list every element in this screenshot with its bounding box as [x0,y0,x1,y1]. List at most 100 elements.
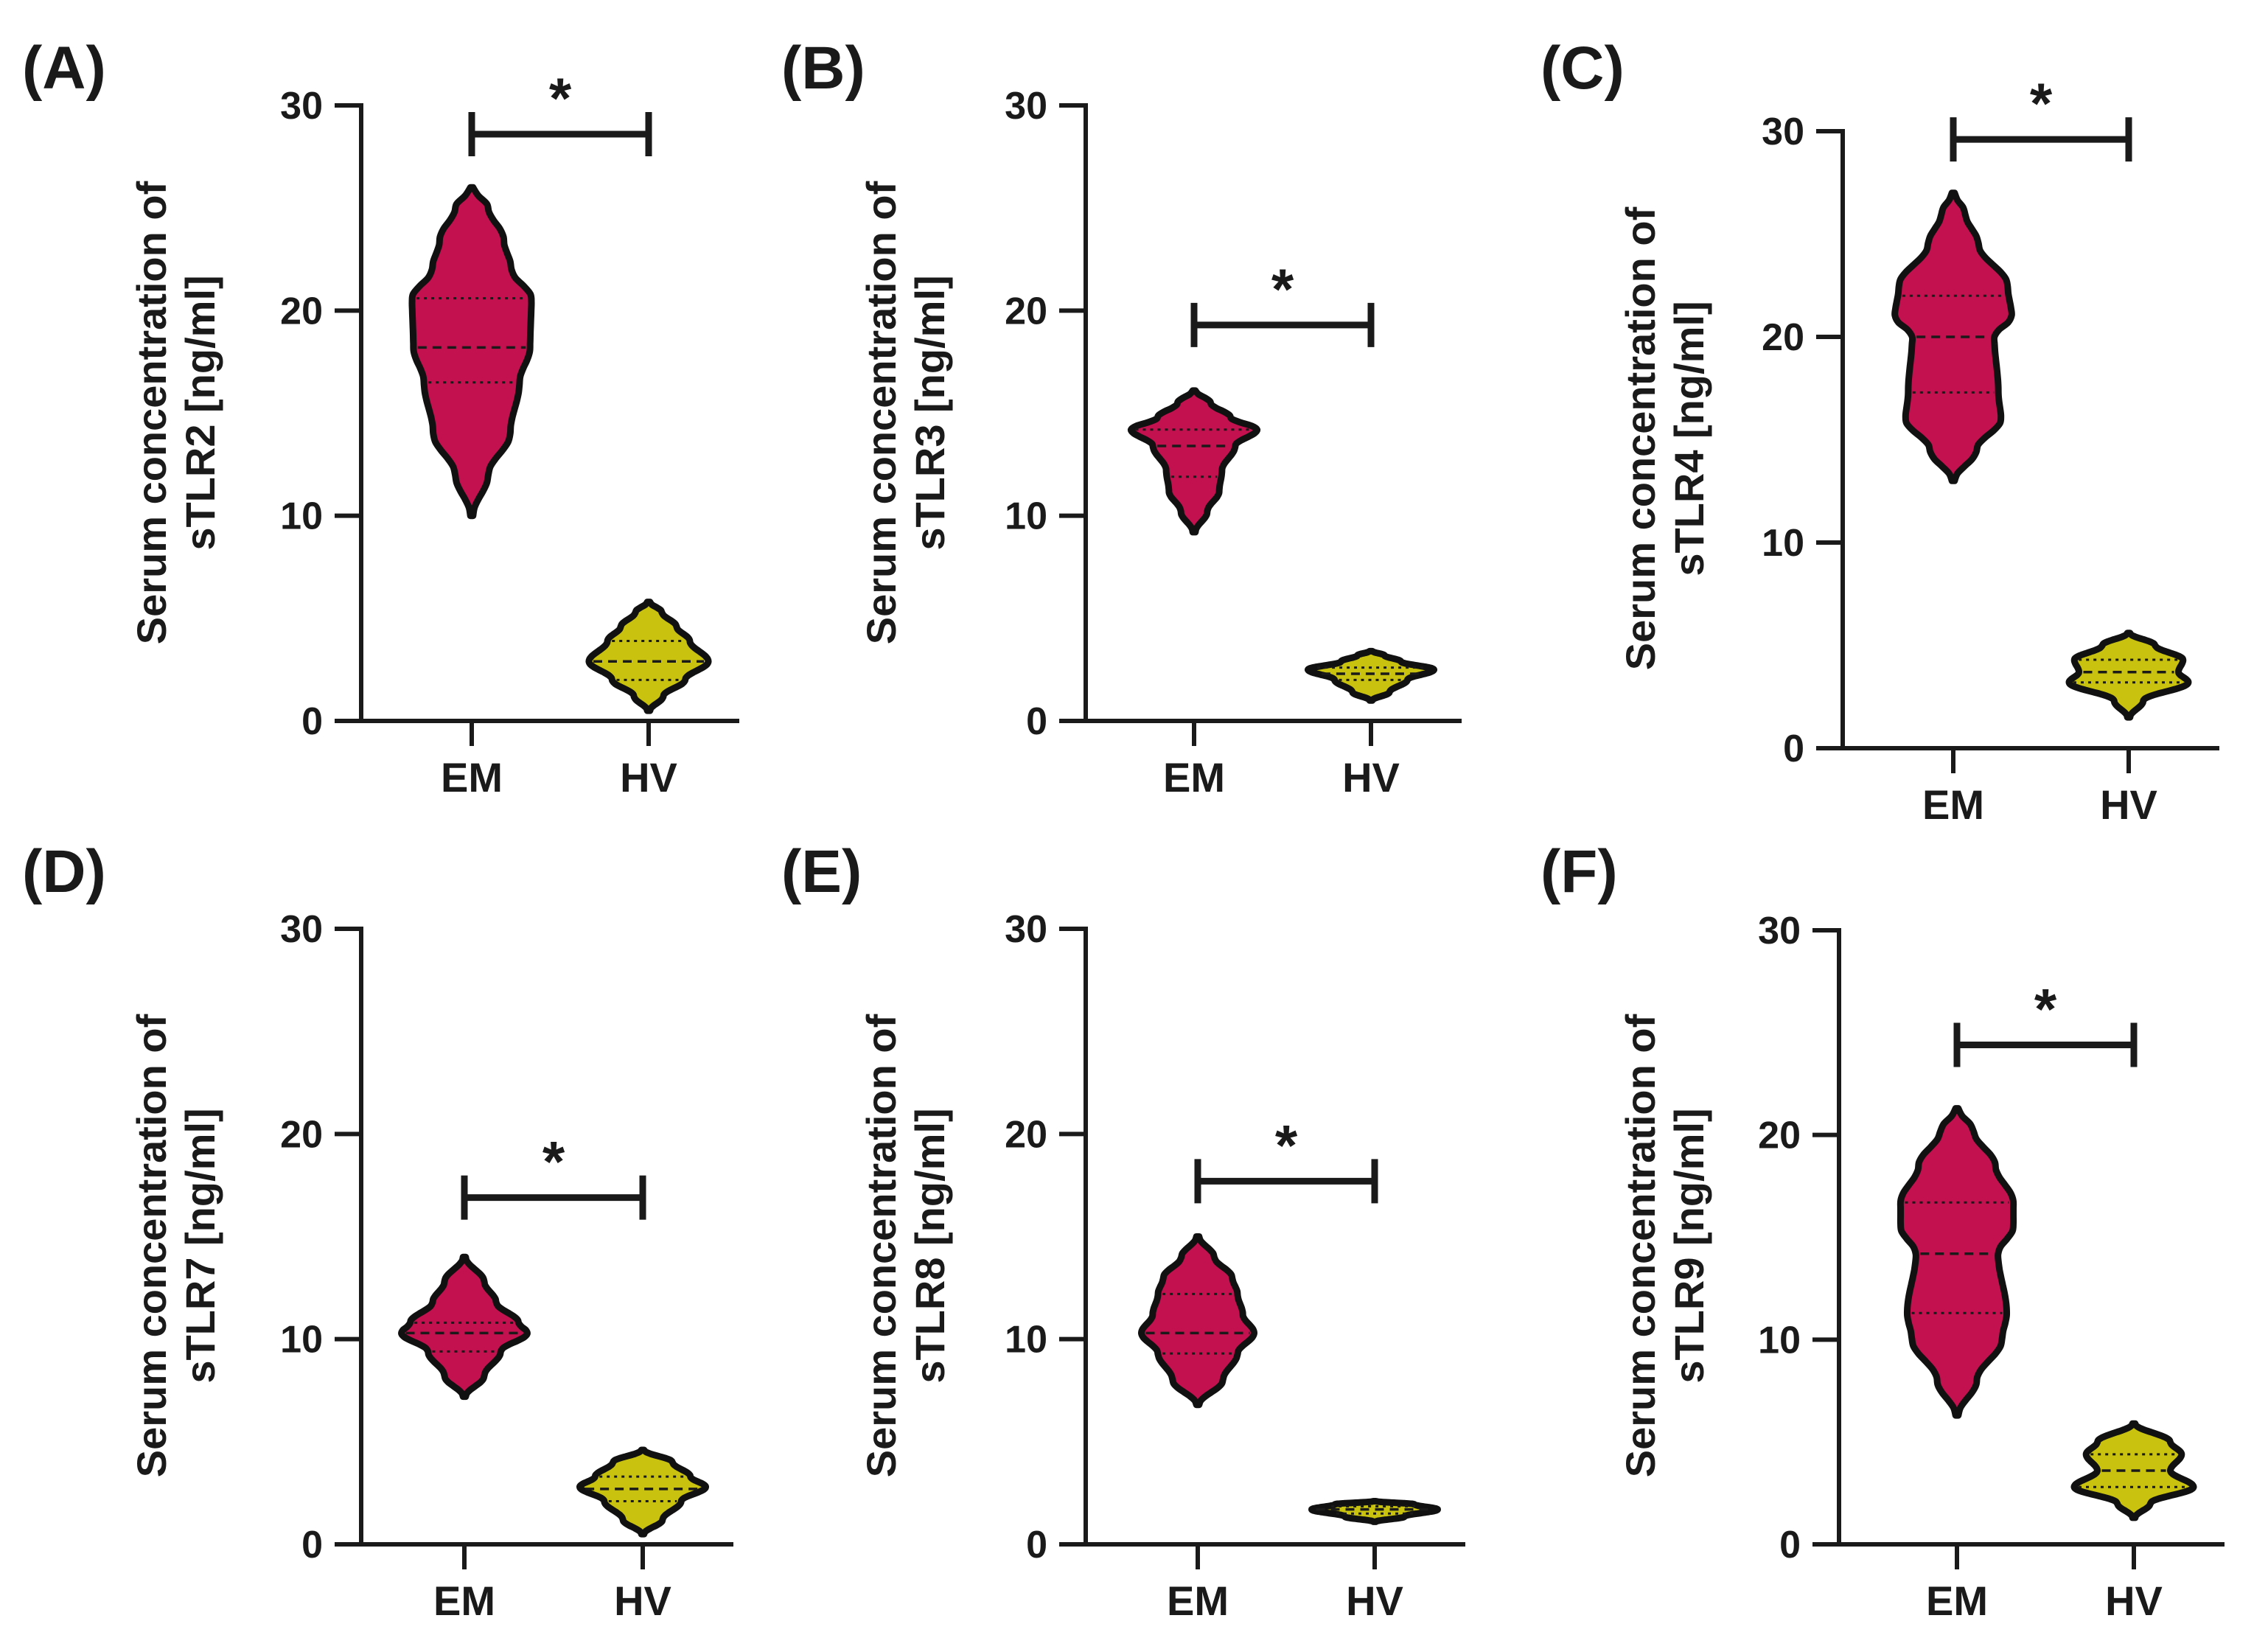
y-axis-title: Serum concentration ofsTLR4 [ng/ml] [1617,206,1712,670]
y-axis-title-line2: sTLR7 [ng/ml] [177,1108,223,1383]
x-tick-label-em: EM [1922,781,1984,828]
y-axis-title-line2: sTLR9 [ng/ml] [1666,1108,1712,1383]
panel-f: (F) Serum concentration ofsTLR9 [ng/ml] 0 1… [1541,838,2225,1624]
violin-em [1897,1105,2017,1419]
y-tick-label: 10 [1758,1319,1801,1362]
violin-em [408,184,535,520]
y-tick-label: 30 [280,85,323,128]
x-tick-label-hv: HV [1342,754,1400,801]
y-axis-title: Serum concentration ofsTLR8 [ng/ml] [858,1014,953,1477]
violin-body-em [1897,1105,2017,1419]
y-axis-title: Serum concentration ofsTLR3 [ng/ml] [858,181,953,644]
y-tick-label: 10 [1005,1319,1047,1362]
y-axis-title-line1: Serum concentration of [1617,1014,1664,1477]
x-tick-label-hv: HV [614,1577,671,1624]
y-axis-title-line2: sTLR8 [ng/ml] [907,1108,953,1383]
violin-hv [585,599,712,714]
significance-bracket: * [468,66,652,156]
x-tick-label-hv: HV [2105,1577,2163,1624]
violin-body-em [398,1253,531,1401]
y-tick-label: 10 [1005,495,1047,538]
significance-star: * [1271,257,1294,321]
violin-body-em [1137,1233,1258,1409]
violin-body-hv [576,1446,709,1538]
violin-body-hv [2065,630,2192,721]
y-tick-label: 10 [280,495,323,538]
panel-label: (A) [22,35,106,102]
panel-d: (D) Serum concentration ofsTLR7 [ng/ml] 0 1… [22,838,733,1624]
violin-em [1137,1233,1258,1409]
y-tick-label: 0 [301,1524,323,1566]
y-tick-label: 20 [1762,316,1804,359]
y-axis-title-line2: sTLR4 [ng/ml] [1666,301,1712,576]
violin-hv [2065,630,2192,721]
significance-star: * [549,66,572,130]
panel-e: (E) Serum concentration ofsTLR8 [ng/ml] 0 1… [781,838,1465,1624]
violin-body-em [408,184,535,520]
significance-bracket: * [461,1129,646,1220]
panel-label: (E) [781,838,862,905]
panel-label: (B) [781,35,865,102]
significance-bracket: * [1194,1112,1378,1204]
x-tick-label-hv: HV [1346,1577,1403,1624]
violin-hv [1305,647,1437,704]
significance-star: * [2034,976,2057,1041]
significance-bracket: * [1950,71,2132,162]
y-axis-title-line1: Serum concentration of [1617,206,1664,670]
y-tick-label: 30 [1005,85,1047,128]
panel-label: (F) [1541,838,1618,905]
y-tick-label: 0 [1783,728,1804,770]
violin-em [398,1253,531,1401]
violin-hv [2070,1420,2197,1521]
significance-star: * [1275,1112,1298,1177]
y-tick-label: 20 [1005,290,1047,332]
panel-label: (C) [1541,35,1625,102]
y-tick-label: 30 [1762,111,1804,153]
x-tick-label-hv: HV [2100,781,2157,828]
y-axis-title-line1: Serum concentration of [128,181,175,644]
y-tick-label: 0 [1026,700,1047,743]
y-axis-title-line2: sTLR3 [ng/ml] [907,275,953,550]
panel-c: (C) Serum concentration ofsTLR4 [ng/ml] 0 1… [1541,35,2219,828]
violin-body-hv [1305,647,1437,704]
x-tick-label-hv: HV [620,754,677,801]
y-tick-label: 20 [280,290,323,332]
violin-hv [576,1446,709,1538]
y-axis-title-line1: Serum concentration of [858,1014,904,1477]
y-axis-title-line2: sTLR2 [ng/ml] [177,275,223,550]
y-axis-title: Serum concentration ofsTLR9 [ng/ml] [1617,1014,1712,1477]
panel-label: (D) [22,838,106,905]
y-tick-label: 30 [280,908,323,951]
x-tick-label-em: EM [441,754,503,801]
x-tick-label-em: EM [1163,754,1225,801]
x-tick-label-em: EM [1167,1577,1229,1624]
x-tick-label-em: EM [1926,1577,1988,1624]
y-tick-label: 20 [280,1113,323,1156]
violin-em [1127,387,1261,536]
y-tick-label: 30 [1758,910,1801,952]
y-tick-label: 0 [1779,1524,1801,1566]
y-axis-title-line1: Serum concentration of [128,1014,175,1477]
violin-em [1891,189,2015,484]
y-axis-title: Serum concentration ofsTLR2 [ng/ml] [128,181,223,644]
y-tick-label: 30 [1005,908,1047,951]
y-tick-label: 10 [1762,522,1804,565]
y-tick-label: 20 [1005,1113,1047,1156]
y-tick-label: 10 [280,1319,323,1362]
x-tick-label-em: EM [433,1577,495,1624]
panel-a: (A) Serum concentration ofsTLR2 [ng/ml] 0 1… [22,35,739,801]
significance-star: * [542,1129,565,1194]
panel-b: (B) Serum concentration ofsTLR3 [ng/ml] 0 1… [781,35,1462,801]
violin-body-em [1127,387,1261,536]
y-tick-label: 20 [1758,1115,1801,1157]
significance-bracket: * [1953,976,2138,1067]
violin-body-hv [585,599,712,714]
y-axis-title-line1: Serum concentration of [858,181,904,644]
violin-hv [1308,1498,1441,1525]
significance-bracket: * [1190,257,1375,347]
y-axis-title: Serum concentration ofsTLR7 [ng/ml] [128,1014,223,1477]
y-tick-label: 0 [301,700,323,743]
significance-star: * [2030,71,2053,136]
violin-body-hv [1308,1498,1441,1525]
